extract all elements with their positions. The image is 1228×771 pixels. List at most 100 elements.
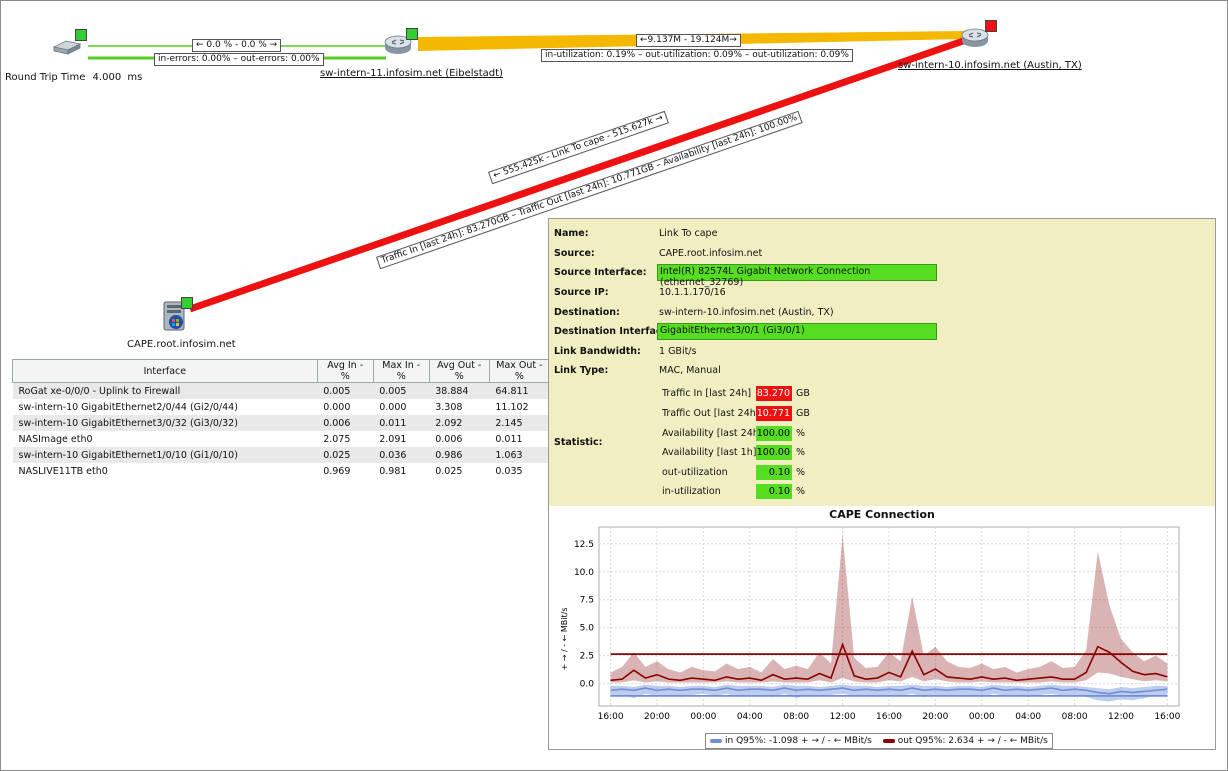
column-header-avg-in[interactable]: Avg In - %	[316, 359, 374, 383]
y-tick-label: 7.5	[580, 596, 594, 606]
stat-value: 0.10	[756, 465, 792, 480]
chart-legend: in Q95%: -1.098 + → / - ← MBit/s out Q95…	[705, 733, 1053, 749]
server-icon[interactable]	[158, 300, 192, 334]
node-label-austin[interactable]: sw-intern-10.infosim.net (Austin, TX)	[898, 60, 1082, 71]
cell-avg-out: 38.884	[429, 382, 490, 399]
name-value: Link To cape	[659, 228, 718, 239]
stat-value: 10.771	[756, 406, 792, 421]
stat-unit: %	[796, 467, 806, 478]
table-row[interactable]: sw-intern-10 GigabitEthernet3/0/32 (Gi3/…	[12, 415, 550, 431]
cell-avg-out: 2.092	[429, 415, 490, 431]
y-tick-label: 12.5	[574, 540, 594, 550]
x-tick-label: 16:00	[598, 712, 624, 722]
rtt-value: 4.000	[92, 72, 122, 83]
table-row[interactable]: NASImage eth0 2.075 2.091 0.006 0.011	[12, 431, 550, 447]
status-indicator-austin	[985, 20, 997, 32]
x-tick-label: 20:00	[922, 712, 948, 722]
router-icon[interactable]	[383, 33, 413, 57]
destination-key: Destination:	[554, 307, 620, 318]
chart-lines	[610, 642, 1168, 697]
x-tick-label: 12:00	[1108, 712, 1134, 722]
statistic-key: Statistic:	[554, 437, 603, 448]
stat-label: in-utilization	[662, 486, 721, 497]
series-band-1	[610, 534, 1168, 683]
destination-value: sw-intern-10.infosim.net (Austin, TX)	[659, 307, 834, 318]
link1-errors-label[interactable]: in-errors: 0.00% – out-errors: 0.00%	[154, 53, 324, 66]
x-tick-label: 12:00	[830, 712, 856, 722]
x-tick-label: 16:00	[876, 712, 902, 722]
link2-traffic-label[interactable]: ←9.137M - 19.124M→	[636, 34, 741, 47]
router-icon[interactable]	[960, 26, 990, 50]
cell-avg-in: 0.969	[317, 463, 374, 479]
x-tick-label: 00:00	[690, 712, 716, 722]
source-ip-value: 10.1.1.170/16	[659, 287, 726, 298]
link-info-panel: Name: Link To cape Source: CAPE.root.inf…	[549, 219, 1215, 506]
cell-interface: sw-intern-10 GigabitEthernet1/0/10 (Gi1/…	[12, 447, 318, 463]
column-header-max-in[interactable]: Max In - %	[372, 359, 430, 383]
status-indicator-cape	[181, 297, 193, 309]
source-interface-key: Source Interface:	[554, 267, 647, 278]
x-tick-label: 20:00	[644, 712, 670, 722]
stat-unit: GB	[796, 408, 810, 419]
switch-icon[interactable]	[52, 35, 82, 59]
stat-value: 100.00	[756, 445, 792, 460]
stat-label: out-utilization	[662, 467, 728, 478]
stat-label: Availability [last 1h]	[662, 447, 757, 458]
cell-interface: sw-intern-10 GigabitEthernet2/0/44 (Gi2/…	[12, 399, 318, 415]
table-row[interactable]: NASLIVE11TB eth0 0.969 0.981 0.025 0.035	[12, 463, 550, 479]
x-tick-label: 08:00	[1062, 712, 1088, 722]
node-label-eibelstadt[interactable]: sw-intern-11.infosim.net (Eibelstadt)	[320, 68, 503, 79]
source-key: Source:	[554, 248, 595, 259]
cell-max-out: 11.102	[489, 399, 550, 415]
link-type-key: Link Type:	[554, 365, 609, 376]
rtt-unit: ms	[127, 72, 143, 83]
cell-interface: NASImage eth0	[12, 431, 318, 447]
cell-avg-out: 0.006	[429, 431, 490, 447]
link-bandwidth-value: 1 GBit/s	[659, 346, 697, 357]
table-row[interactable]: sw-intern-10 GigabitEthernet2/0/44 (Gi2/…	[12, 399, 550, 415]
cell-interface: RoGat xe-0/0/0 - Uplink to Firewall	[12, 382, 318, 399]
cell-max-out: 1.063	[489, 447, 550, 463]
stat-unit: GB	[796, 388, 810, 399]
stat-value: 83.270	[756, 386, 792, 401]
cell-max-in: 0.000	[373, 399, 430, 415]
link-type-value: MAC, Manual	[659, 365, 721, 376]
cell-max-in: 0.005	[373, 382, 430, 399]
cell-avg-in: 2.075	[317, 431, 374, 447]
rtt-label: Round Trip Time	[5, 72, 86, 83]
link1-traffic-label[interactable]: ← 0.0 % - 0.0 % →	[192, 39, 282, 52]
y-tick-label: 10.0	[574, 568, 594, 578]
table-row[interactable]: RoGat xe-0/0/0 - Uplink to Firewall 0.00…	[12, 382, 550, 399]
chart-grid	[598, 526, 1180, 707]
table-row[interactable]: sw-intern-10 GigabitEthernet1/0/10 (Gi1/…	[12, 447, 550, 463]
cell-avg-out: 0.986	[429, 447, 490, 463]
cell-max-in: 0.011	[373, 415, 430, 431]
source-interface-value: Intel(R) 82574L Gigabit Network Connecti…	[660, 266, 871, 288]
cell-avg-in: 0.006	[317, 415, 374, 431]
source-interface-highlight: Intel(R) 82574L Gigabit Network Connecti…	[657, 264, 937, 288]
y-axis-label: + → / - ← MBit/s	[560, 607, 569, 670]
destination-interface-highlight: GigabitEthernet3/0/1 (Gi3/0/1)	[657, 323, 937, 340]
cell-avg-in: 0.005	[317, 382, 374, 399]
column-header-max-out[interactable]: Max Out - %	[488, 359, 551, 383]
x-tick-label: 04:00	[737, 712, 763, 722]
link2-utilization-label[interactable]: in-utilization: 0.19% – out-utilization:…	[541, 49, 853, 62]
cell-avg-out: 3.308	[429, 399, 490, 415]
destination-interface-value: GigabitEthernet3/0/1 (Gi3/0/1)	[660, 325, 805, 336]
cell-max-out: 64.811	[489, 382, 550, 399]
source-ip-key: Source IP:	[554, 287, 609, 298]
y-tick-label: 2.5	[580, 652, 594, 662]
cell-max-out: 0.011	[489, 431, 550, 447]
stat-label: Traffic Out [last 24h]	[662, 408, 760, 419]
node-label-cape[interactable]: CAPE.root.infosim.net	[127, 339, 236, 350]
cell-max-in: 0.036	[373, 447, 430, 463]
name-key: Name:	[554, 228, 589, 239]
source-value: CAPE.root.infosim.net	[659, 248, 763, 259]
series-line-1	[610, 642, 1168, 682]
column-header-avg-out[interactable]: Avg Out - %	[428, 359, 490, 383]
link-to-cape[interactable]	[188, 36, 968, 313]
cell-max-in: 2.091	[373, 431, 430, 447]
column-header-interface[interactable]: Interface	[12, 359, 318, 383]
link-bandwidth-key: Link Bandwidth:	[554, 346, 641, 357]
cell-avg-in: 0.000	[317, 399, 374, 415]
